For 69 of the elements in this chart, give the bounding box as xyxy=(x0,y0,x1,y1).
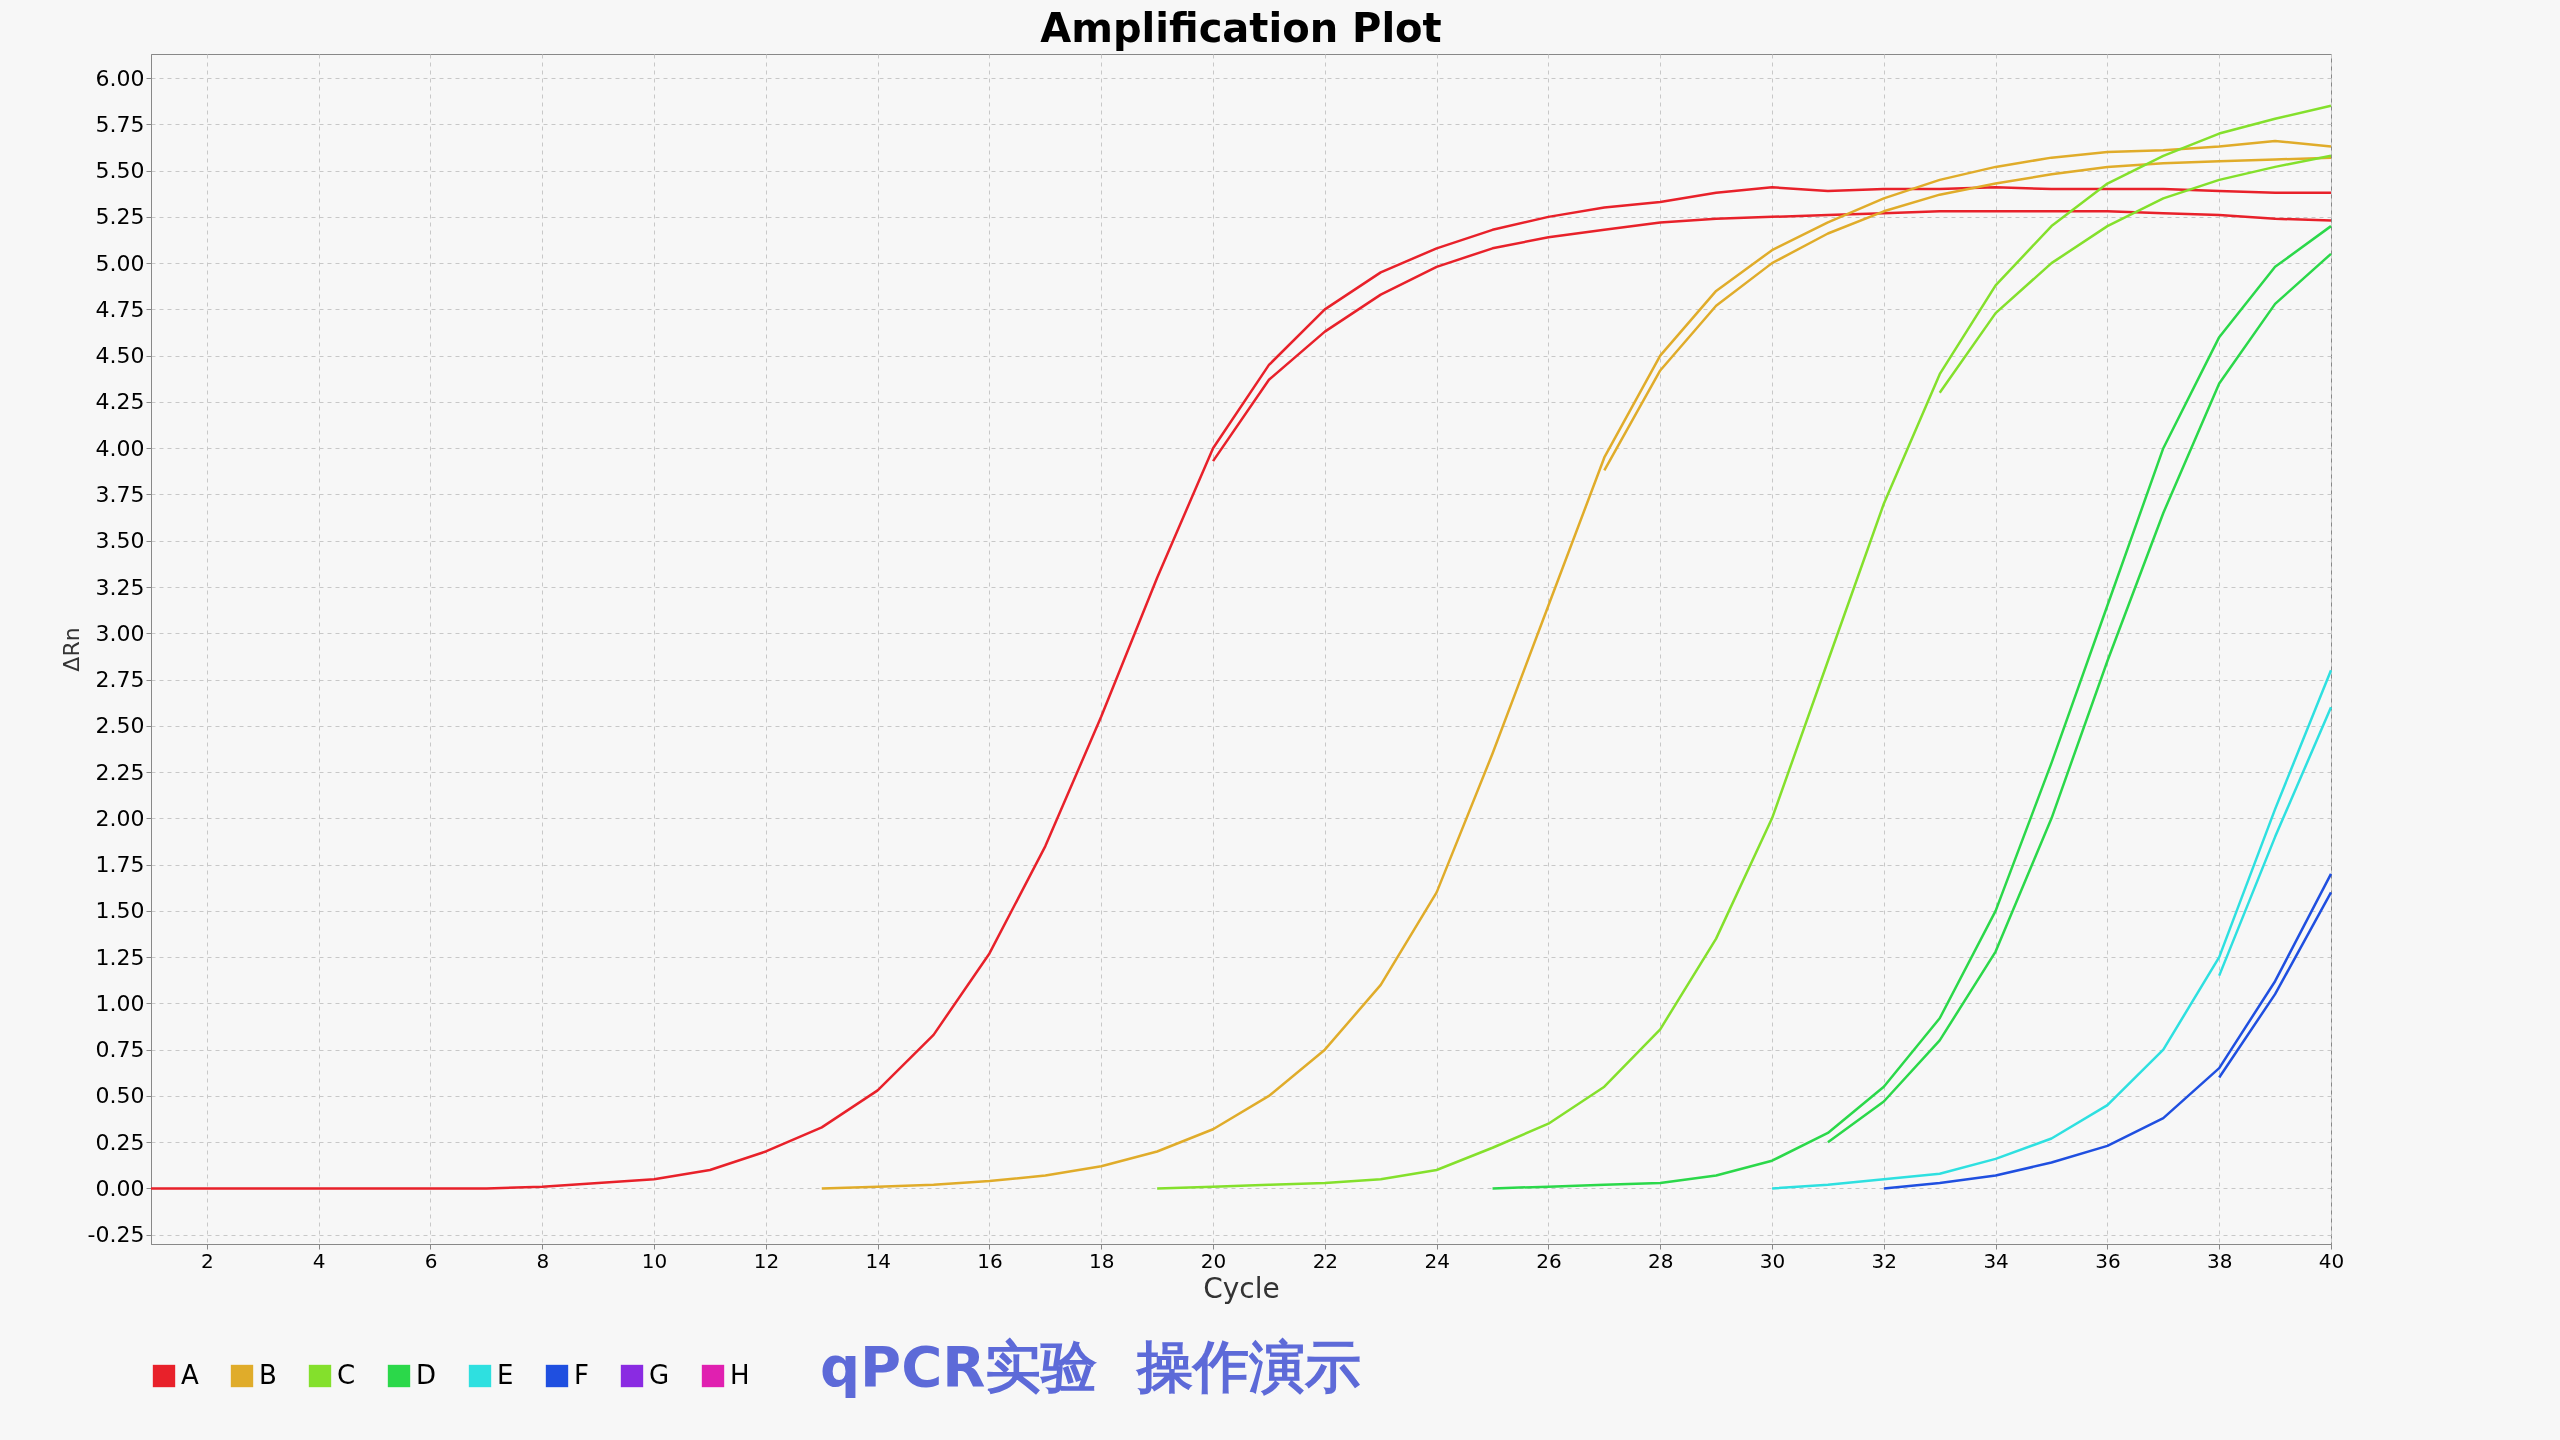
y-tick-label: 5.25 xyxy=(95,204,145,230)
y-tick-label: 3.25 xyxy=(95,574,145,600)
line-series xyxy=(1155,104,2333,1190)
x-tick-label: 40 xyxy=(2318,1248,2345,1273)
y-tick-label: 1.50 xyxy=(95,898,145,924)
legend-label: B xyxy=(259,1360,277,1390)
legend-label: C xyxy=(337,1360,356,1390)
y-tick-label: 4.25 xyxy=(95,389,145,415)
line-series xyxy=(820,139,2333,1190)
y-tick-label: 5.75 xyxy=(95,111,145,137)
x-axis-title: Cycle xyxy=(1203,1271,1280,1305)
x-tick-label: 36 xyxy=(2095,1248,2121,1273)
text: qPCR实验 xyxy=(820,1333,1098,1401)
line-series xyxy=(1882,872,2333,1190)
y-axis-title: ΔRn xyxy=(58,627,84,672)
y-tick-label: 5.00 xyxy=(95,250,145,276)
x-tick-label: 24 xyxy=(1424,1248,1450,1273)
x-tick-label: 32 xyxy=(1871,1248,1898,1273)
legend-label: G xyxy=(649,1360,670,1390)
text: 操作演示 xyxy=(1137,1333,1362,1401)
y-tick-label: 0.00 xyxy=(95,1175,145,1201)
x-tick-label: 16 xyxy=(977,1248,1003,1273)
legend-label: H xyxy=(730,1360,750,1390)
x-tick-label: 6 xyxy=(424,1248,438,1273)
x-tick-label: 38 xyxy=(2206,1248,2233,1273)
chart-title: Amplification Plot xyxy=(1040,5,1442,51)
x-tick-label: 8 xyxy=(536,1248,550,1273)
x-tick-label: 28 xyxy=(1648,1248,1674,1273)
line-series xyxy=(149,186,2333,1190)
line-series xyxy=(1211,210,2333,463)
x-tick-label: 26 xyxy=(1536,1248,1562,1273)
y-tick-label: 0.50 xyxy=(95,1083,145,1109)
x-tick-label: 14 xyxy=(865,1248,891,1273)
x-tick-label: 34 xyxy=(1983,1248,2009,1273)
y-tick-label: 1.00 xyxy=(95,990,145,1016)
x-tick-label: 30 xyxy=(1759,1248,1786,1273)
line-series xyxy=(1826,252,2333,1144)
y-tick-label: 0.75 xyxy=(95,1037,145,1063)
x-tick-label: 2 xyxy=(201,1248,214,1273)
y-tick-label: 2.00 xyxy=(95,805,145,831)
y-tick-label: 2.50 xyxy=(95,713,145,739)
y-tick-label: 5.50 xyxy=(95,158,145,184)
y-tick-label: 3.75 xyxy=(95,481,145,507)
legend-label: A xyxy=(181,1360,199,1390)
x-tick-label: 20 xyxy=(1200,1248,1227,1273)
y-tick-label: 3.00 xyxy=(95,620,145,646)
x-tick-label: 10 xyxy=(641,1248,668,1273)
y-tick-label: 4.50 xyxy=(95,343,145,369)
y-tick-label: 2.75 xyxy=(95,667,145,693)
y-tick-label: 1.25 xyxy=(95,944,145,970)
x-tick-label: 4 xyxy=(312,1248,326,1273)
line-series xyxy=(1603,156,2333,472)
y-tick-label: 0.25 xyxy=(95,1129,145,1155)
y-tick-label: 2.25 xyxy=(95,759,145,785)
x-tick-label: 12 xyxy=(753,1248,780,1273)
line-series xyxy=(1938,154,2333,394)
y-tick-label: -0.25 xyxy=(87,1222,145,1248)
y-tick-label: 4.00 xyxy=(95,435,145,461)
legend-label: E xyxy=(497,1360,514,1390)
x-tick-label: 22 xyxy=(1312,1248,1339,1273)
y-tick-label: 6.00 xyxy=(95,65,145,91)
line-series xyxy=(1770,669,2333,1190)
legend-label: D xyxy=(416,1360,437,1390)
legend-label: F xyxy=(574,1360,589,1390)
y-tick-label: 4.75 xyxy=(95,296,145,322)
line-series xyxy=(1491,224,2333,1190)
x-tick-label: 18 xyxy=(1089,1248,1115,1273)
y-tick-label: 1.75 xyxy=(95,852,145,878)
y-tick-label: 3.50 xyxy=(95,528,145,554)
